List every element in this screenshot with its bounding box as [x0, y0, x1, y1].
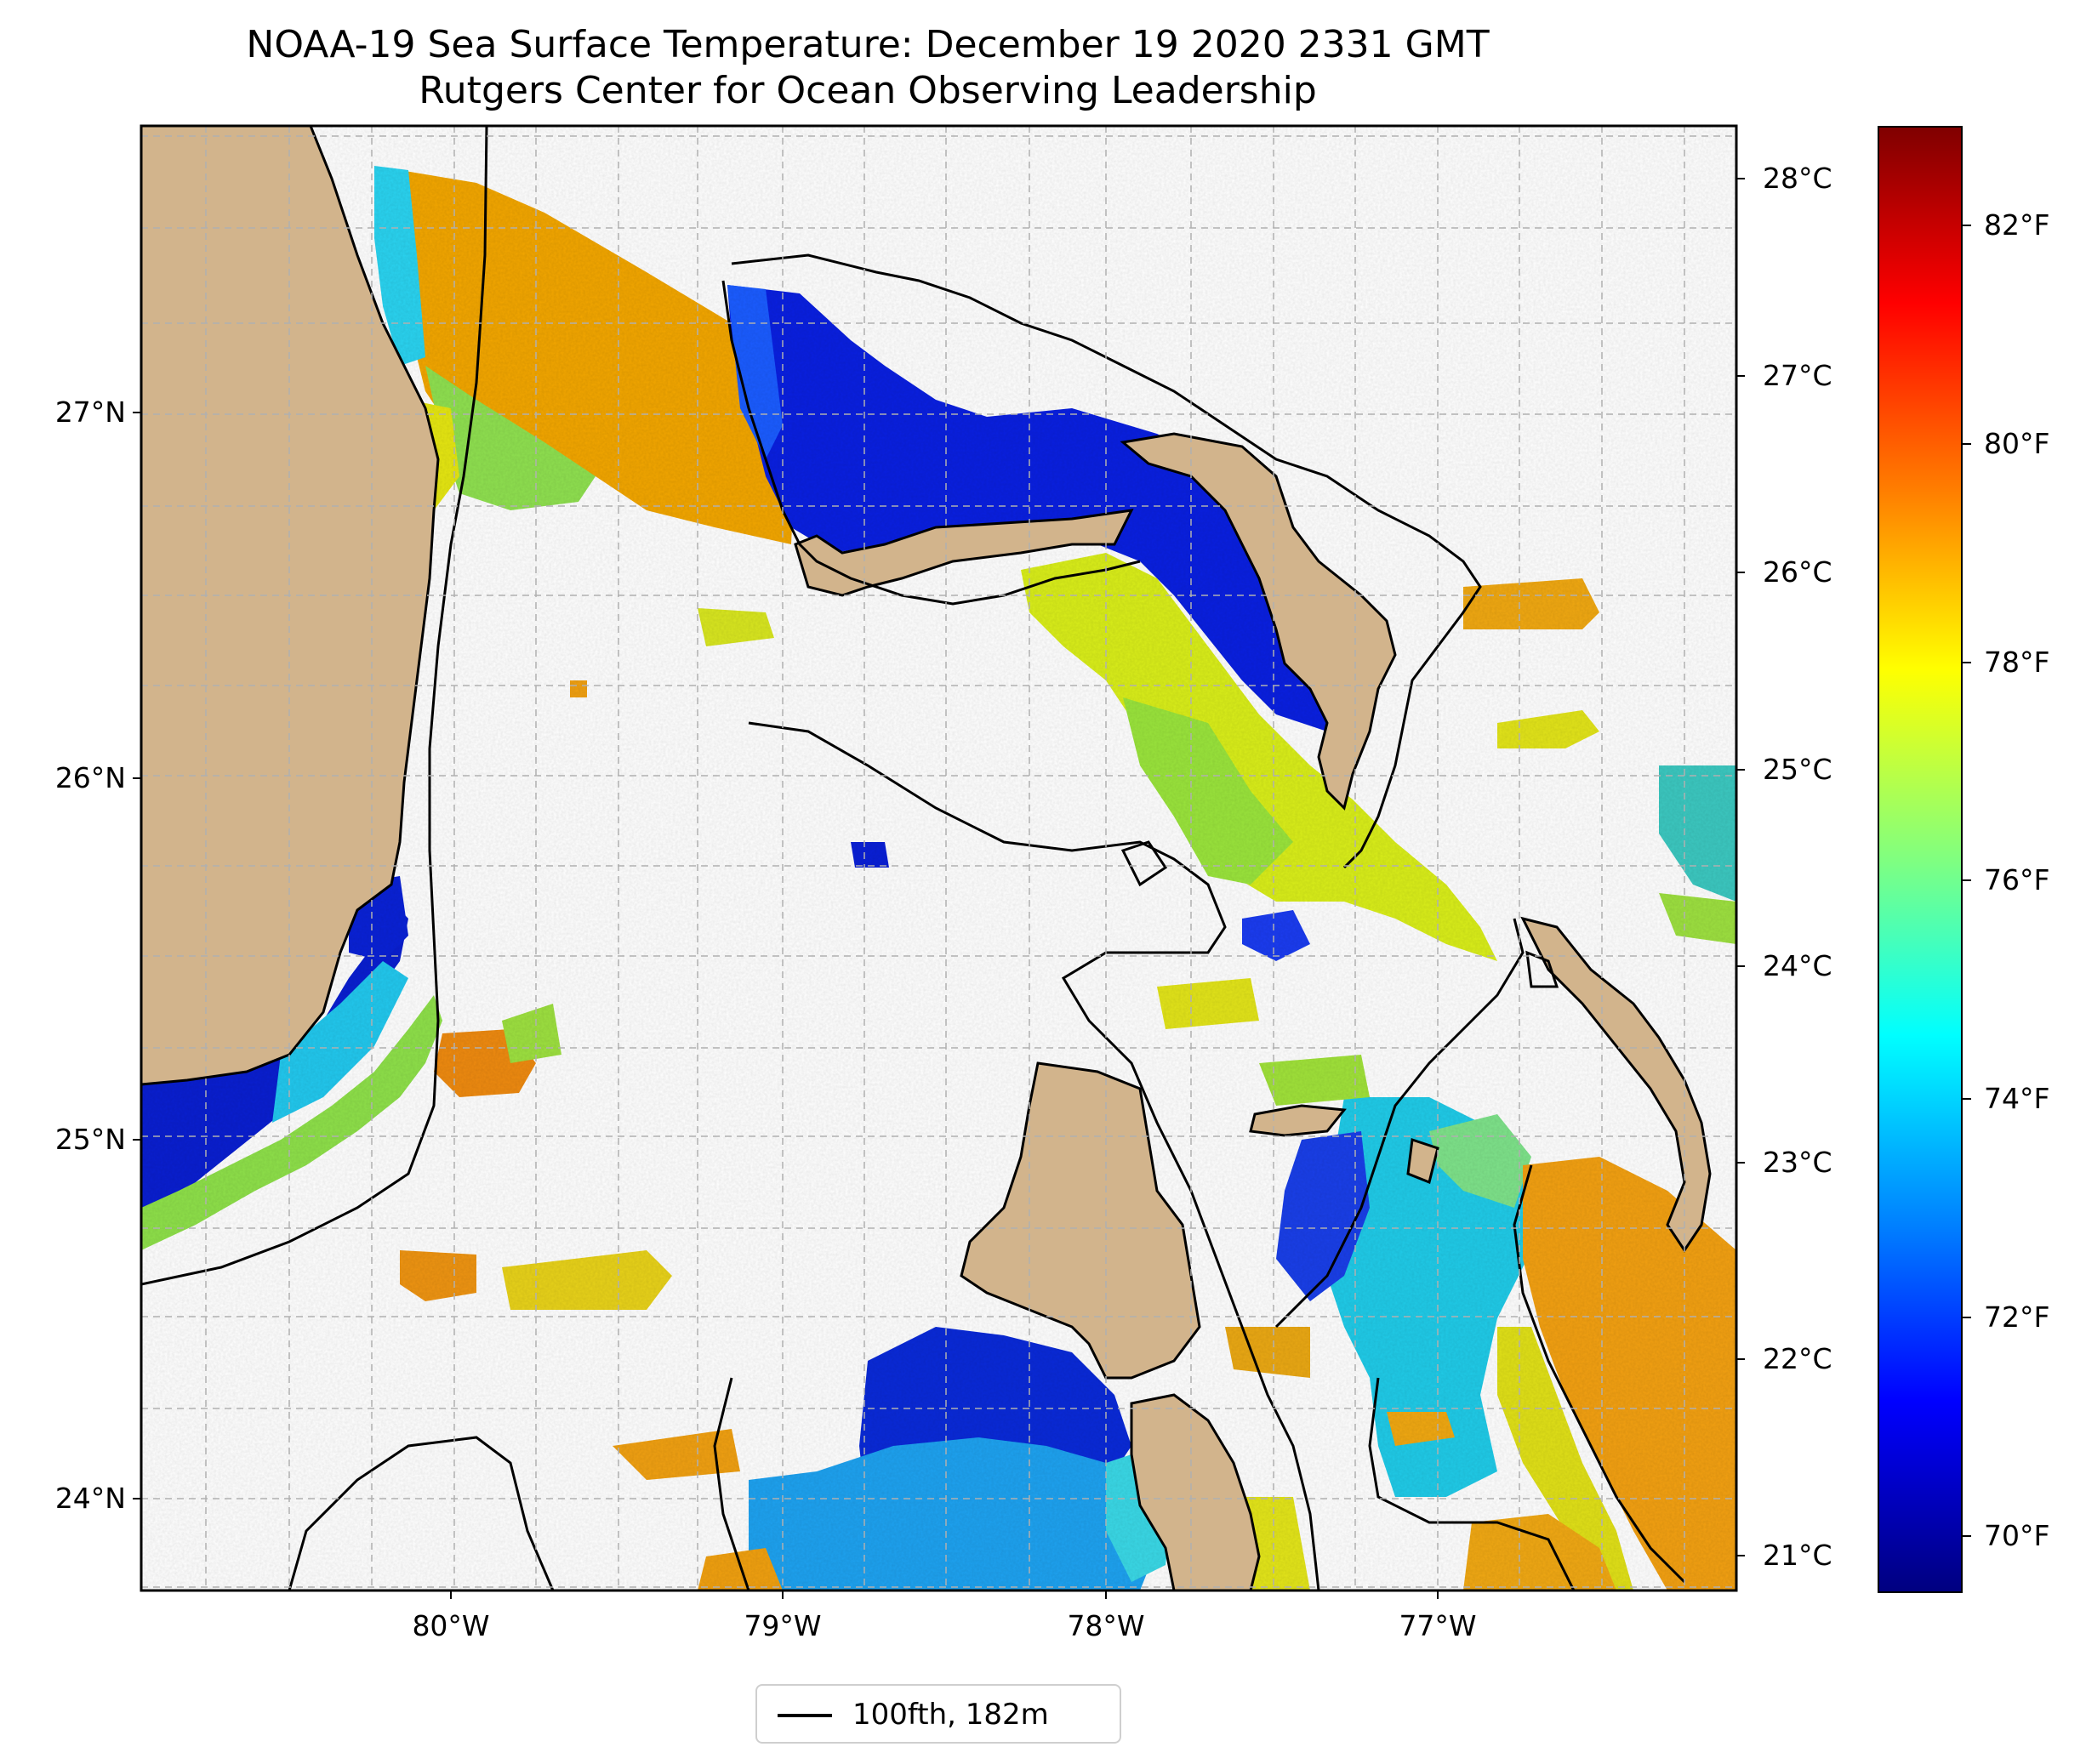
- land-eleuthera: [1520, 916, 1712, 1253]
- celsius-label-27: 27°C: [1763, 359, 1832, 392]
- fahrenheit-label-70: 70°F: [1984, 1519, 2050, 1552]
- celsius-label-26: 26°C: [1763, 555, 1832, 589]
- fahrenheit-label-76: 76°F: [1984, 863, 2050, 896]
- celsius-label-28: 28°C: [1763, 162, 1832, 195]
- contour-lbb-inner: [721, 280, 1141, 606]
- fahrenheit-label-78: 78°F: [1984, 646, 2050, 679]
- legend-line-swatch: [778, 1714, 832, 1717]
- gridlines: [141, 126, 1736, 1590]
- lat-label-27: 27°N: [54, 395, 126, 429]
- contour-south-west: [288, 1436, 555, 1590]
- lat-label-24: 24°N: [54, 1482, 126, 1515]
- contour-exuma-east: [1513, 1164, 1686, 1584]
- axis-ticks: [133, 178, 1971, 1599]
- celsius-label-21: 21°C: [1763, 1539, 1832, 1572]
- land-grand-bahama: [794, 509, 1134, 597]
- chart-title: NOAA-19 Sea Surface Temperature: Decembe…: [246, 23, 1490, 66]
- land-andros-south: [1130, 1393, 1261, 1590]
- depth-contours: [141, 126, 1686, 1590]
- lon-label-79w: 79°W: [744, 1609, 822, 1642]
- contour-exuma: [1368, 1377, 1576, 1590]
- chart-subtitle: Rutgers Center for Ocean Observing Leade…: [419, 69, 1317, 112]
- temperature-colorbar: [1878, 126, 1963, 1593]
- celsius-label-23: 23°C: [1763, 1146, 1832, 1179]
- fahrenheit-label-72: 72°F: [1984, 1300, 2050, 1334]
- lat-label-26: 26°N: [54, 761, 126, 794]
- contour-grand-bahama-shoal: [1120, 840, 1168, 887]
- contour-lbb: [731, 253, 1482, 869]
- legend-box: 100fth, 182m: [755, 1684, 1121, 1744]
- celsius-label-22: 22°C: [1763, 1342, 1832, 1375]
- contour-florida-shelf: [141, 126, 488, 1286]
- contour-islands: [1525, 950, 1559, 988]
- land-berry-islands: [1406, 1137, 1439, 1185]
- legend-label: 100fth, 182m: [852, 1698, 1049, 1732]
- contour-gbb-west: [713, 1377, 750, 1590]
- contour-tongue: [1274, 918, 1525, 1329]
- fahrenheit-label-80: 80°F: [1984, 427, 2050, 460]
- lon-label-78w: 78°W: [1067, 1609, 1145, 1642]
- celsius-label-24: 24°C: [1763, 949, 1832, 982]
- map-frame: [140, 124, 1738, 1592]
- lat-label-25: 25°N: [54, 1123, 126, 1156]
- fahrenheit-label-82: 82°F: [1984, 208, 2050, 242]
- contour-central: [748, 721, 1320, 1590]
- lon-label-80w: 80°W: [412, 1609, 490, 1642]
- celsius-label-25: 25°C: [1763, 753, 1832, 786]
- land-abaco: [1120, 432, 1397, 811]
- fahrenheit-label-74: 74°F: [1984, 1082, 2050, 1115]
- lon-label-77w: 77°W: [1399, 1609, 1477, 1642]
